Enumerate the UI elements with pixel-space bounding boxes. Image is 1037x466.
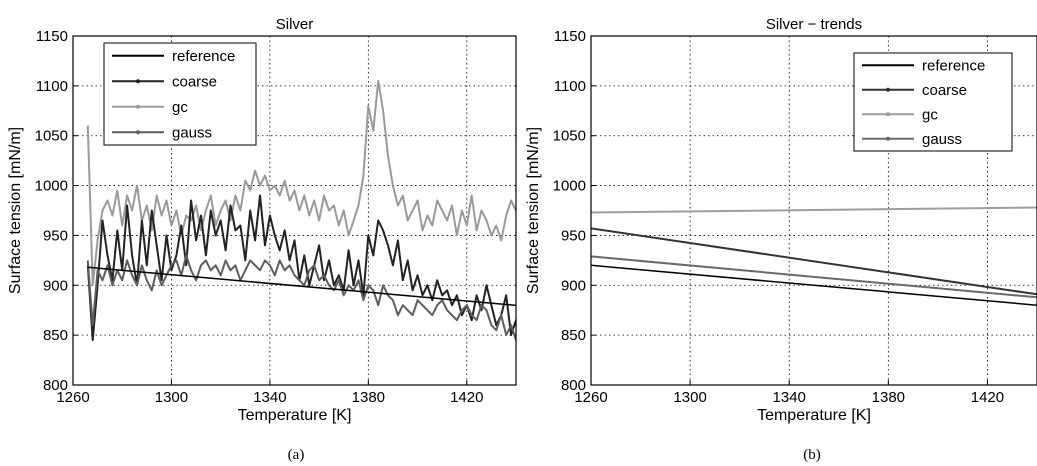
- legend-label-gc: gc: [172, 99, 188, 116]
- legend: reference coarse gc gauss: [853, 52, 1013, 152]
- legend-label-coarse: coarse: [172, 73, 217, 90]
- legend-box: [853, 52, 1013, 152]
- chart-panel-0: 1260 1300 1340 1380 1420 800 850 900 950 1000 1050…: [7, 16, 517, 463]
- chart-title: Silver: [276, 16, 314, 33]
- y-tick-label: 850: [561, 327, 586, 344]
- y-tick-label: 1150: [554, 28, 586, 45]
- plot-frame: [590, 35, 1037, 386]
- y-tick-label: 900: [43, 277, 68, 294]
- series-line-reference: [591, 264, 1037, 306]
- series-line-gc: [86, 79, 516, 287]
- x-axis-label: Temperature [K]: [757, 407, 871, 424]
- chart-title: Silver − trends: [766, 16, 862, 33]
- y-tick-label: 800: [561, 377, 586, 394]
- series-group: [86, 79, 516, 342]
- y-tick-label: 1150: [36, 28, 68, 45]
- chart-panel-1: 1260 1300 1340 1380 1420 800 850 900 950 1000 1050…: [525, 16, 1037, 463]
- legend-label-gc: gc: [922, 106, 938, 123]
- y-tick-label: 900: [561, 277, 586, 294]
- x-tick-label: 1420: [450, 389, 483, 406]
- legend-marker-coarse: [136, 79, 140, 84]
- series-line-coarse: [591, 227, 1037, 296]
- x-tick-label: 1380: [872, 389, 905, 406]
- x-axis-label: Temperature [K]: [238, 407, 352, 424]
- legend-marker-gauss: [136, 130, 140, 135]
- legend-box: [103, 42, 257, 146]
- y-tick-label: 1050: [35, 128, 68, 145]
- x-tick-label: 1340: [253, 389, 286, 406]
- y-tick-label: 1100: [554, 78, 586, 95]
- y-tick-label: 800: [43, 377, 68, 394]
- figure-caption: (b): [803, 447, 821, 463]
- plot-frame: [72, 35, 517, 386]
- legend-marker-gc: [136, 104, 140, 109]
- y-axis-label: Surface tension [mN/m]: [7, 127, 24, 294]
- x-tick-label: 1340: [773, 389, 806, 406]
- y-tick-label: 850: [43, 327, 68, 344]
- series-line-gauss: [86, 254, 516, 342]
- series-line-reference: [87, 266, 516, 307]
- y-tick-label: 1000: [35, 178, 68, 195]
- legend-label-reference: reference: [172, 48, 235, 65]
- series-group: [591, 206, 1037, 306]
- legend-marker-gauss: [886, 136, 890, 141]
- x-tick-label: 1300: [673, 389, 706, 406]
- legend-label-gauss: gauss: [922, 131, 962, 148]
- x-tick-label: 1260: [56, 389, 89, 406]
- legend-label-gauss: gauss: [172, 124, 212, 141]
- y-axis-label: Surface tension [mN/m]: [525, 127, 542, 294]
- x-tick-label: 1260: [574, 389, 607, 406]
- y-tick-label: 950: [561, 227, 586, 244]
- x-tick-label: 1420: [971, 389, 1004, 406]
- y-tick-label: 950: [43, 227, 68, 244]
- legend-marker-gc: [886, 112, 890, 117]
- y-tick-label: 1050: [553, 128, 586, 145]
- y-tick-label: 1100: [36, 78, 68, 95]
- series-line-gc: [591, 206, 1037, 214]
- legend-label-reference: reference: [922, 57, 985, 74]
- x-tick-label: 1380: [352, 389, 385, 406]
- y-tick-label: 1000: [553, 178, 586, 195]
- x-tick-label: 1300: [155, 389, 188, 406]
- figure-caption: (a): [288, 447, 305, 463]
- legend: reference coarse gc gauss: [103, 42, 257, 146]
- legend-marker-coarse: [886, 87, 890, 92]
- legend-label-coarse: coarse: [922, 82, 967, 99]
- series-line-gauss: [591, 255, 1037, 299]
